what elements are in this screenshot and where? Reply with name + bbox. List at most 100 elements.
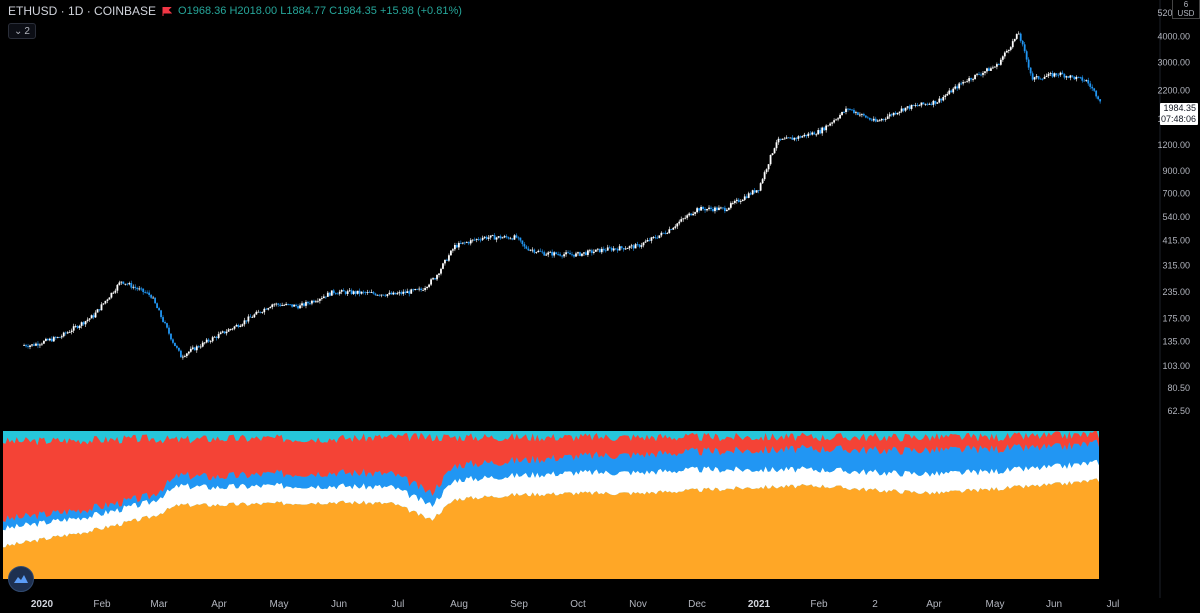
candle-body — [362, 291, 365, 293]
candle-body — [795, 137, 798, 139]
candle-body — [322, 296, 325, 299]
candle-body — [197, 346, 200, 348]
candle-body — [1063, 74, 1066, 78]
tradingview-logo-icon[interactable] — [8, 566, 34, 592]
candle-body — [118, 282, 121, 285]
candle-body — [1083, 80, 1086, 82]
candle-body — [461, 242, 464, 244]
time-tick-label: Oct — [570, 599, 586, 610]
candle-body — [309, 303, 311, 305]
candle-body — [771, 153, 774, 155]
time-tick-label: 2021 — [748, 599, 771, 610]
candle-body — [533, 249, 536, 253]
candle-body — [888, 114, 891, 117]
candle-body — [501, 237, 504, 239]
candle-body — [668, 229, 671, 234]
candle-body — [872, 118, 875, 121]
candle-body — [575, 253, 577, 257]
candle-body — [610, 247, 613, 251]
candle-body — [716, 207, 718, 211]
candle-body — [690, 213, 693, 216]
candle-body — [636, 244, 639, 246]
candle-body — [70, 330, 73, 333]
candle-body — [634, 244, 637, 249]
low-value: L1884.77 — [280, 5, 327, 17]
candle-body — [815, 134, 818, 136]
price-axis[interactable]: 5200.004000.003000.002200.001600.001200.… — [1157, 8, 1190, 416]
candle-body — [33, 344, 35, 346]
indicators-toggle[interactable]: ⌄ 2 — [8, 23, 36, 39]
candle-body — [958, 83, 961, 89]
candle-body — [475, 238, 478, 240]
candle-body — [817, 130, 820, 135]
candle-body — [287, 303, 290, 305]
candle-body — [1005, 50, 1008, 53]
candle-body — [922, 102, 925, 105]
candle-body — [267, 308, 270, 310]
candle-body — [193, 347, 196, 351]
candle-body — [632, 245, 635, 249]
candle-body — [1073, 76, 1076, 80]
candle-body — [247, 316, 250, 322]
candle-body — [185, 353, 188, 357]
candle-body — [249, 316, 252, 318]
currency-label[interactable]: 6 USD — [1172, 0, 1200, 19]
candle-body — [52, 337, 55, 342]
candle-body — [84, 321, 87, 325]
candle-body — [275, 303, 278, 305]
candle-body — [78, 325, 81, 328]
candle-body — [509, 238, 512, 240]
candle-body — [422, 289, 425, 291]
candle-body — [394, 292, 397, 295]
candle-body — [618, 246, 621, 251]
candle-body — [723, 207, 726, 212]
candle-body — [406, 291, 409, 293]
candle-body — [158, 308, 160, 311]
candle-body — [320, 298, 323, 299]
candle-body — [851, 109, 853, 111]
candle-body — [1093, 88, 1096, 91]
symbol-name[interactable]: ETHUSD · 1D · COINBASE — [8, 4, 157, 18]
candle-body — [336, 293, 339, 295]
candle-body — [74, 325, 77, 327]
candle-body — [995, 64, 998, 67]
candle-body — [628, 246, 631, 249]
candle-body — [344, 291, 347, 294]
candle-body — [358, 290, 361, 294]
candle-body — [150, 294, 153, 298]
candle-body — [245, 320, 248, 322]
candle-body — [1077, 76, 1080, 78]
flag-icon[interactable] — [162, 6, 173, 16]
candle-body — [930, 103, 933, 105]
candle-body — [982, 72, 984, 75]
candle-body — [616, 249, 619, 251]
candle-body — [739, 201, 742, 202]
time-axis[interactable]: 2020 Feb Mar Apr May Jun Jul Aug Sep Oct Nov Dec 202… — [31, 599, 1120, 610]
candle-body — [612, 248, 615, 251]
high-value: H2018.00 — [229, 5, 278, 17]
candle-body — [180, 350, 182, 358]
candle-body — [191, 347, 194, 349]
candle-body — [90, 315, 93, 319]
candle-body — [342, 290, 345, 292]
candle-body — [168, 327, 170, 334]
candle-body — [1011, 41, 1014, 48]
price-tick-label: 315.00 — [1162, 260, 1190, 270]
candle-body — [315, 301, 317, 303]
candle-body — [1015, 34, 1018, 39]
candle-body — [106, 299, 109, 301]
candle-body — [640, 245, 643, 247]
candle-body — [894, 112, 897, 115]
candle-body — [497, 236, 500, 238]
candle-body — [896, 112, 899, 115]
candle-body — [698, 208, 700, 211]
candle-body — [934, 100, 937, 104]
candle-body — [577, 252, 579, 254]
candle-body — [152, 297, 155, 299]
candle-body — [841, 111, 843, 115]
candle-body — [374, 293, 377, 296]
candle-body — [1007, 49, 1010, 51]
candle-body — [990, 68, 992, 71]
candle-body — [626, 248, 629, 249]
